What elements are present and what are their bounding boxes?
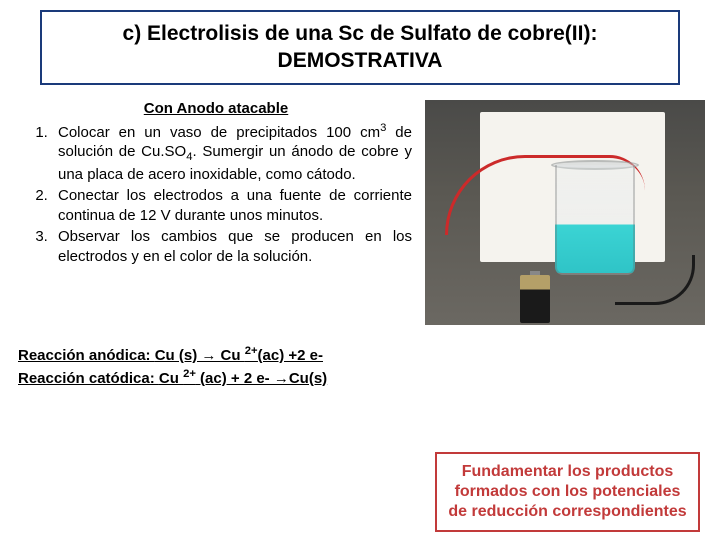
battery (520, 275, 550, 323)
procedure-column: Con Anodo atacable Colocar en un vaso de… (20, 100, 420, 325)
cathodic-sup: 2+ (183, 368, 196, 380)
steps-list: Colocar en un vaso de precipitados 100 c… (20, 121, 412, 267)
note-text: Fundamentar los productos formados con l… (447, 462, 688, 522)
anodic-post: (ac) +2 e- (258, 347, 323, 364)
step-1: Colocar en un vaso de precipitados 100 c… (52, 121, 412, 185)
anodic-reaction: Reacción anódica: Cu (s) → Cu 2+(ac) +2 … (18, 345, 720, 364)
cathodic-reaction: Reacción catódica: Cu 2+ (ac) + 2 e- →Cu… (18, 368, 720, 387)
title-box: c) Electrolisis de una Sc de Sulfato de … (40, 10, 680, 85)
note-box: Fundamentar los productos formados con l… (435, 452, 700, 532)
step-2: Conectar los electrodos a una fuente de … (52, 186, 412, 225)
step-3: Observar los cambios que se producen en … (52, 227, 412, 266)
image-column (420, 100, 710, 325)
anodic-label: Reacción anódica: (18, 347, 155, 364)
anodic-sup: 2+ (245, 345, 258, 357)
page-title: c) Electrolisis de una Sc de Sulfato de … (54, 20, 666, 75)
content-row: Con Anodo atacable Colocar en un vaso de… (0, 100, 720, 325)
experiment-photo (425, 100, 705, 325)
step-1-pre: Colocar en un vaso de precipitados 100 c… (58, 124, 380, 141)
reactions-block: Reacción anódica: Cu (s) → Cu 2+(ac) +2 … (18, 345, 720, 387)
cathodic-post: (ac) + 2 e- →Cu(s) (196, 370, 327, 387)
cathodic-label: Reacción catódica: (18, 370, 159, 387)
anodic-pre: Cu (s) → Cu (155, 347, 245, 364)
cathodic-pre: Cu (159, 370, 183, 387)
subtitle: Con Anodo atacable (20, 100, 412, 117)
